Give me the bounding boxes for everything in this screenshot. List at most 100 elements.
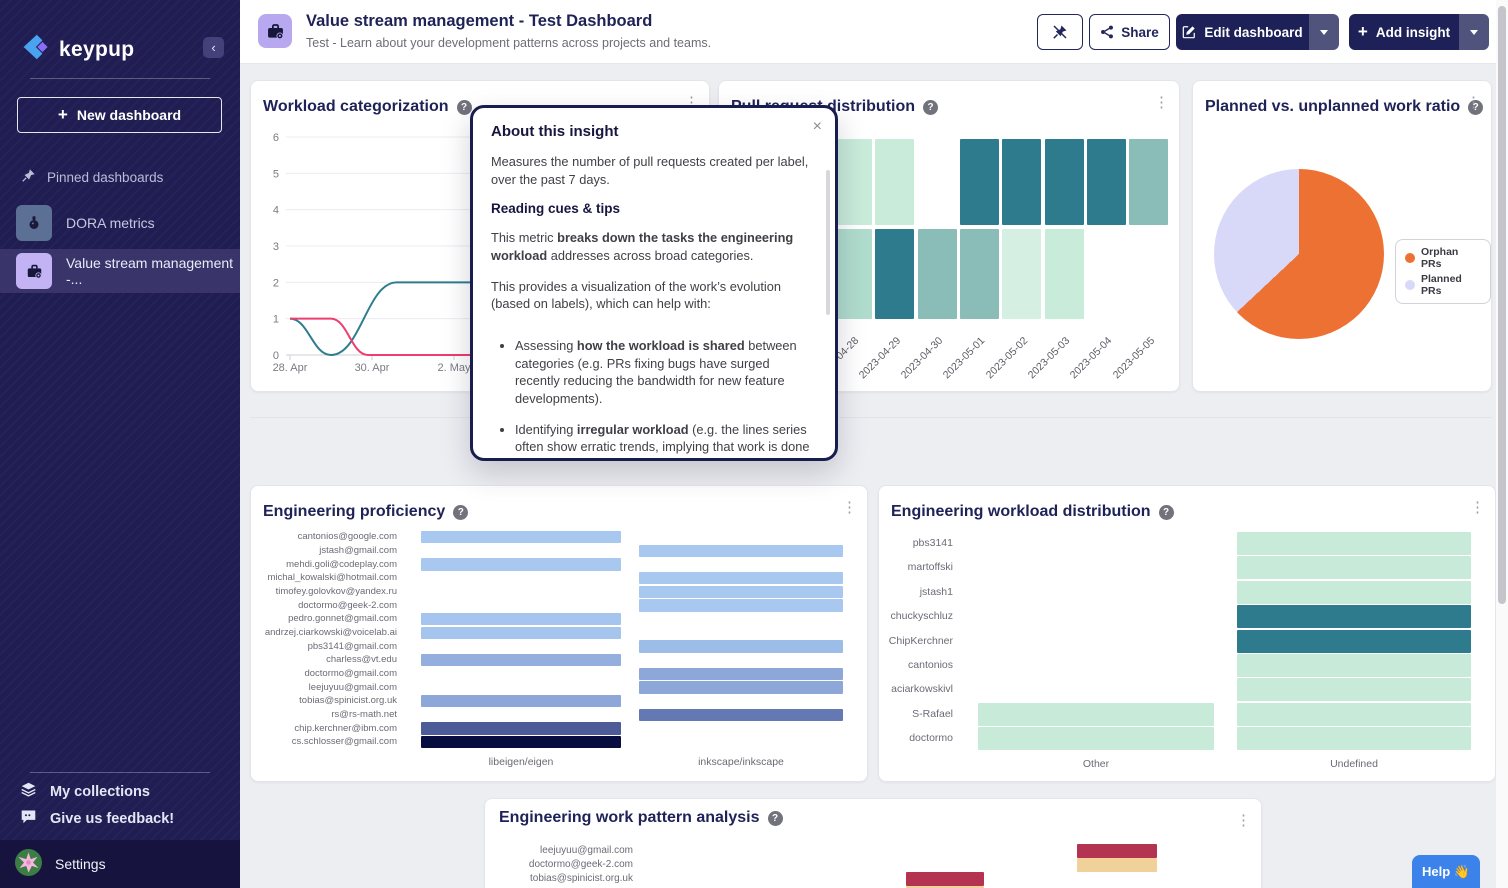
pie-chart[interactable] [1214, 169, 1384, 339]
card-menu-icon[interactable]: ⋮ [842, 499, 857, 516]
scrollbar-thumb[interactable] [1498, 6, 1506, 604]
help-icon[interactable]: ? [923, 99, 939, 115]
svg-text:30. Apr: 30. Apr [355, 362, 390, 374]
add-insight-label: Add insight [1375, 24, 1451, 40]
heatmap-cell[interactable] [1237, 629, 1471, 653]
heatmap-cell[interactable] [959, 229, 999, 319]
heatmap-cell[interactable] [1002, 139, 1042, 225]
edit-dashboard-dropdown[interactable] [1309, 14, 1339, 50]
heatmap-cell[interactable] [875, 229, 915, 319]
my-collections-label: My collections [50, 783, 150, 800]
svg-text:1: 1 [273, 314, 279, 326]
popup-scrollbar[interactable] [826, 170, 830, 315]
dashboard-header: Value stream management - Test Dashboard… [240, 0, 1508, 64]
heatmap-cell[interactable] [833, 139, 872, 225]
value-stream-icon [16, 253, 52, 289]
heatmap-cell[interactable] [639, 571, 843, 585]
proficiency-heatmap: cantonios@google.com jstash@gmail.com mehd… [251, 486, 869, 783]
sidebar-item-value-stream[interactable]: Value stream management -... [0, 249, 240, 293]
heatmap-cell[interactable] [639, 681, 843, 694]
heatmap-cell[interactable] [978, 727, 1214, 751]
heatmap-cell[interactable] [1044, 139, 1084, 225]
heatmap-cell[interactable] [906, 886, 984, 888]
heatmap-cell[interactable] [1237, 702, 1471, 726]
heatmap-cell[interactable] [639, 585, 843, 599]
text-segment: how the workload is shared [576, 337, 745, 353]
card-menu-icon[interactable]: ⋮ [1154, 94, 1169, 111]
add-insight-dropdown[interactable] [1459, 14, 1489, 50]
heatmap-cell[interactable] [1237, 654, 1471, 677]
popup-title: About this insight [491, 123, 619, 140]
card-menu-icon[interactable]: ⋮ [1466, 94, 1481, 111]
close-icon[interactable]: × [812, 118, 822, 135]
heatmap-cell[interactable] [1237, 556, 1471, 580]
help-icon[interactable]: ? [1158, 504, 1174, 520]
heatmap-cell[interactable] [421, 722, 621, 735]
sidebar-collapse-button[interactable]: ‹ [203, 37, 224, 58]
heatmap-cell[interactable] [639, 640, 843, 653]
page-title: Value stream management - Test Dashboard [306, 12, 653, 30]
heatmap-cell[interactable] [917, 229, 957, 319]
heatmap-cell[interactable] [959, 139, 999, 225]
row-label: pbs3141@gmail.com [307, 640, 397, 652]
row-label: chip.kerchner@ibm.com [294, 722, 397, 734]
heatmap-cell[interactable] [875, 139, 915, 225]
heatmap-cell[interactable] [639, 667, 843, 680]
add-insight-button[interactable]: + Add insight [1349, 14, 1459, 50]
heatmap-cell[interactable] [833, 229, 872, 319]
heatmap-cell[interactable] [421, 531, 621, 544]
pinned-dashboards-header: Pinned dashboards [21, 168, 163, 186]
heatmap-cell[interactable] [639, 599, 843, 612]
insight-info-popup: × About this insight Measures the number… [470, 105, 838, 461]
heatmap-cell[interactable] [1237, 727, 1471, 751]
help-button[interactable]: Help 👋 [1412, 855, 1480, 888]
settings-button[interactable]: Settings [0, 840, 240, 888]
heatmap-cell[interactable] [1237, 605, 1471, 629]
legend-item[interactable]: Orphan PRs [1405, 246, 1481, 270]
card-menu-icon[interactable]: ⋮ [1236, 812, 1251, 829]
sidebar-item-dora-metrics[interactable]: DORA metrics [0, 201, 240, 245]
unpin-button[interactable] [1037, 14, 1083, 50]
heatmap-cell[interactable] [978, 702, 1214, 726]
help-icon[interactable]: ? [767, 810, 783, 826]
keypup-logo[interactable]: keypup [18, 31, 134, 68]
heatmap-cell[interactable] [421, 558, 621, 571]
heatmap-cell[interactable] [1237, 678, 1471, 702]
heatmap-cell[interactable] [639, 708, 843, 721]
heatmap-cell[interactable] [421, 653, 621, 667]
share-button[interactable]: Share [1089, 14, 1170, 50]
popup-intro: Measures the number of pull requests cre… [491, 154, 809, 187]
heatmap-cell[interactable] [906, 872, 984, 886]
help-icon[interactable]: ? [453, 504, 469, 520]
text-segment: This provides a visualization of the wor… [491, 278, 781, 312]
card-menu-icon[interactable]: ⋮ [1470, 499, 1485, 516]
help-icon[interactable]: ? [456, 99, 472, 115]
heatmap-cell[interactable] [639, 544, 843, 558]
work-pattern-heatmap: leejuyuu@gmail.com doctormo@geek-2.com tob… [485, 799, 1263, 888]
card-title: Engineering proficiency [263, 503, 446, 520]
heatmap-cell[interactable] [1129, 139, 1169, 225]
my-collections-link[interactable]: My collections [20, 781, 150, 802]
edit-dashboard-button[interactable]: Edit dashboard [1176, 14, 1309, 50]
legend-item[interactable]: Planned PRs [1405, 273, 1481, 297]
heatmap-cell[interactable] [1237, 532, 1471, 555]
help-icon[interactable]: ? [1468, 99, 1484, 115]
heatmap-cell[interactable] [421, 626, 621, 639]
heatmap-cell[interactable] [421, 694, 621, 708]
legend-label: Planned PRs [1421, 273, 1462, 297]
grid-row-divider [250, 417, 1492, 418]
caret-down-icon [1320, 29, 1328, 35]
heatmap-cell[interactable] [1044, 229, 1084, 319]
feedback-link[interactable]: Give us feedback! [20, 808, 174, 829]
heatmap-cell[interactable] [1002, 229, 1042, 319]
heatmap-cell[interactable] [421, 612, 621, 626]
heatmap-cell[interactable] [421, 735, 621, 749]
popup-paragraph: This metric breaks down the tasks the en… [491, 229, 816, 264]
heatmap-cell[interactable] [1086, 139, 1126, 225]
heatmap-cell[interactable] [1077, 858, 1157, 872]
heatmap-cell[interactable] [1237, 580, 1471, 604]
new-dashboard-button[interactable]: + New dashboard [17, 97, 222, 133]
heatmap-cell[interactable] [1077, 844, 1157, 858]
popup-paragraph: This provides a visualization of the wor… [491, 278, 816, 313]
text-segment: (e.g. the lines series often show errati… [515, 421, 814, 458]
